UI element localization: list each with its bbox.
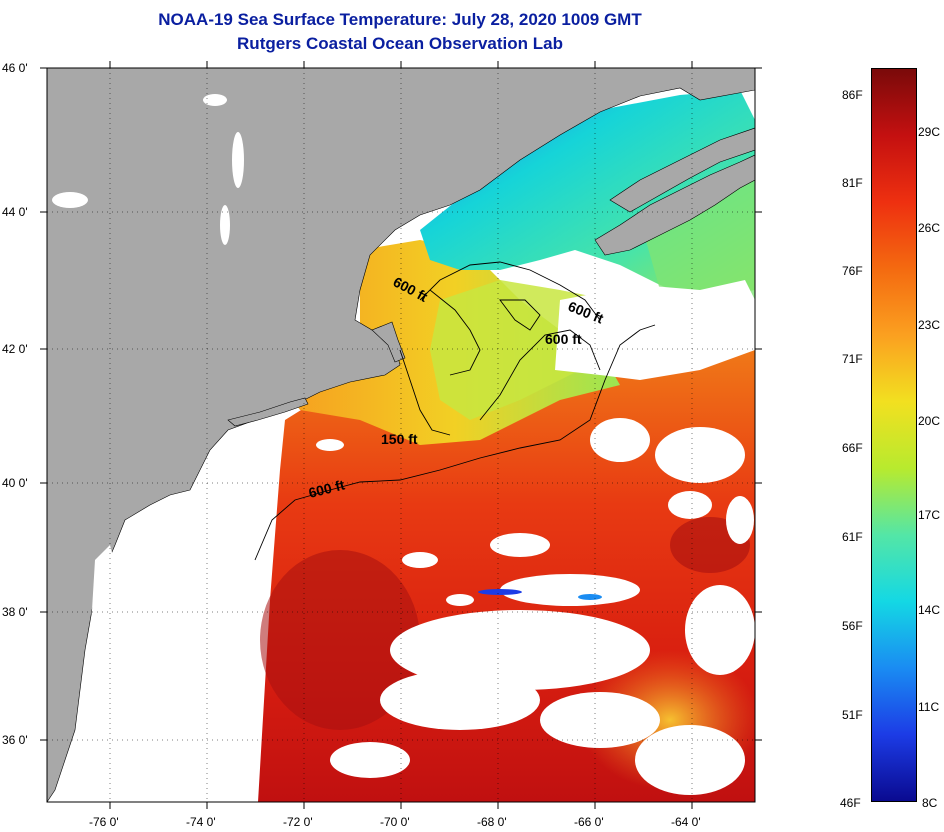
lon-label-72: -72 0' bbox=[283, 815, 313, 829]
cbar-c-17: 17C bbox=[918, 508, 941, 522]
map-subtitle: Rutgers Coastal Ocean Observation Lab bbox=[237, 34, 563, 53]
land bbox=[47, 68, 755, 802]
contour-label-150: 150 ft bbox=[381, 431, 418, 447]
lat-label-42: 42 0' bbox=[2, 342, 28, 356]
lat-lon-grid bbox=[47, 68, 755, 802]
lon-label-66: -66 0' bbox=[574, 815, 604, 829]
lat-label-44: 44 0' bbox=[2, 205, 28, 219]
axis-ticks bbox=[40, 61, 762, 809]
lon-label-76: -76 0' bbox=[89, 815, 119, 829]
cbar-f-66: 66F bbox=[842, 441, 863, 455]
cbar-c-26: 26C bbox=[918, 221, 941, 235]
lon-label-68: -68 0' bbox=[477, 815, 507, 829]
lat-label-36: 36 0' bbox=[2, 733, 28, 747]
cbar-f-46: 46F bbox=[840, 796, 861, 810]
cold-speck bbox=[478, 589, 522, 595]
contour-label-600c: 600 ft bbox=[545, 331, 582, 347]
dark-red-eddy bbox=[260, 550, 420, 730]
temperature-colorbar bbox=[871, 68, 917, 802]
cloud-patches bbox=[316, 280, 755, 795]
lat-label-40: 40 0' bbox=[2, 476, 28, 490]
lon-label-74: -74 0' bbox=[186, 815, 216, 829]
map-title: NOAA-19 Sea Surface Temperature: July 28… bbox=[158, 10, 642, 29]
cbar-c-11: 11C bbox=[918, 700, 940, 714]
cbar-f-81: 81F bbox=[842, 176, 863, 190]
lat-label-46: 46 0' bbox=[2, 61, 28, 75]
cbar-f-71: 71F bbox=[842, 352, 863, 366]
inland-water bbox=[52, 94, 275, 802]
cbar-c-29: 29C bbox=[918, 125, 941, 139]
depth-contours bbox=[254, 261, 656, 561]
cbar-f-56: 56F bbox=[842, 619, 863, 633]
lon-label-70: -70 0' bbox=[380, 815, 410, 829]
cbar-c-23: 23C bbox=[918, 318, 941, 332]
lat-label-38: 38 0' bbox=[2, 605, 28, 619]
cbar-c-14: 14C bbox=[918, 603, 941, 617]
cbar-c-20: 20C bbox=[918, 414, 941, 428]
cbar-f-61: 61F bbox=[842, 530, 863, 544]
cold-speck-2 bbox=[578, 594, 602, 600]
cbar-f-51: 51F bbox=[842, 708, 863, 722]
cbar-f-76: 76F bbox=[842, 264, 863, 278]
cbar-c-8: 8C bbox=[922, 796, 938, 810]
cbar-f-86: 86F bbox=[842, 88, 863, 102]
lon-label-64: -64 0' bbox=[671, 815, 701, 829]
